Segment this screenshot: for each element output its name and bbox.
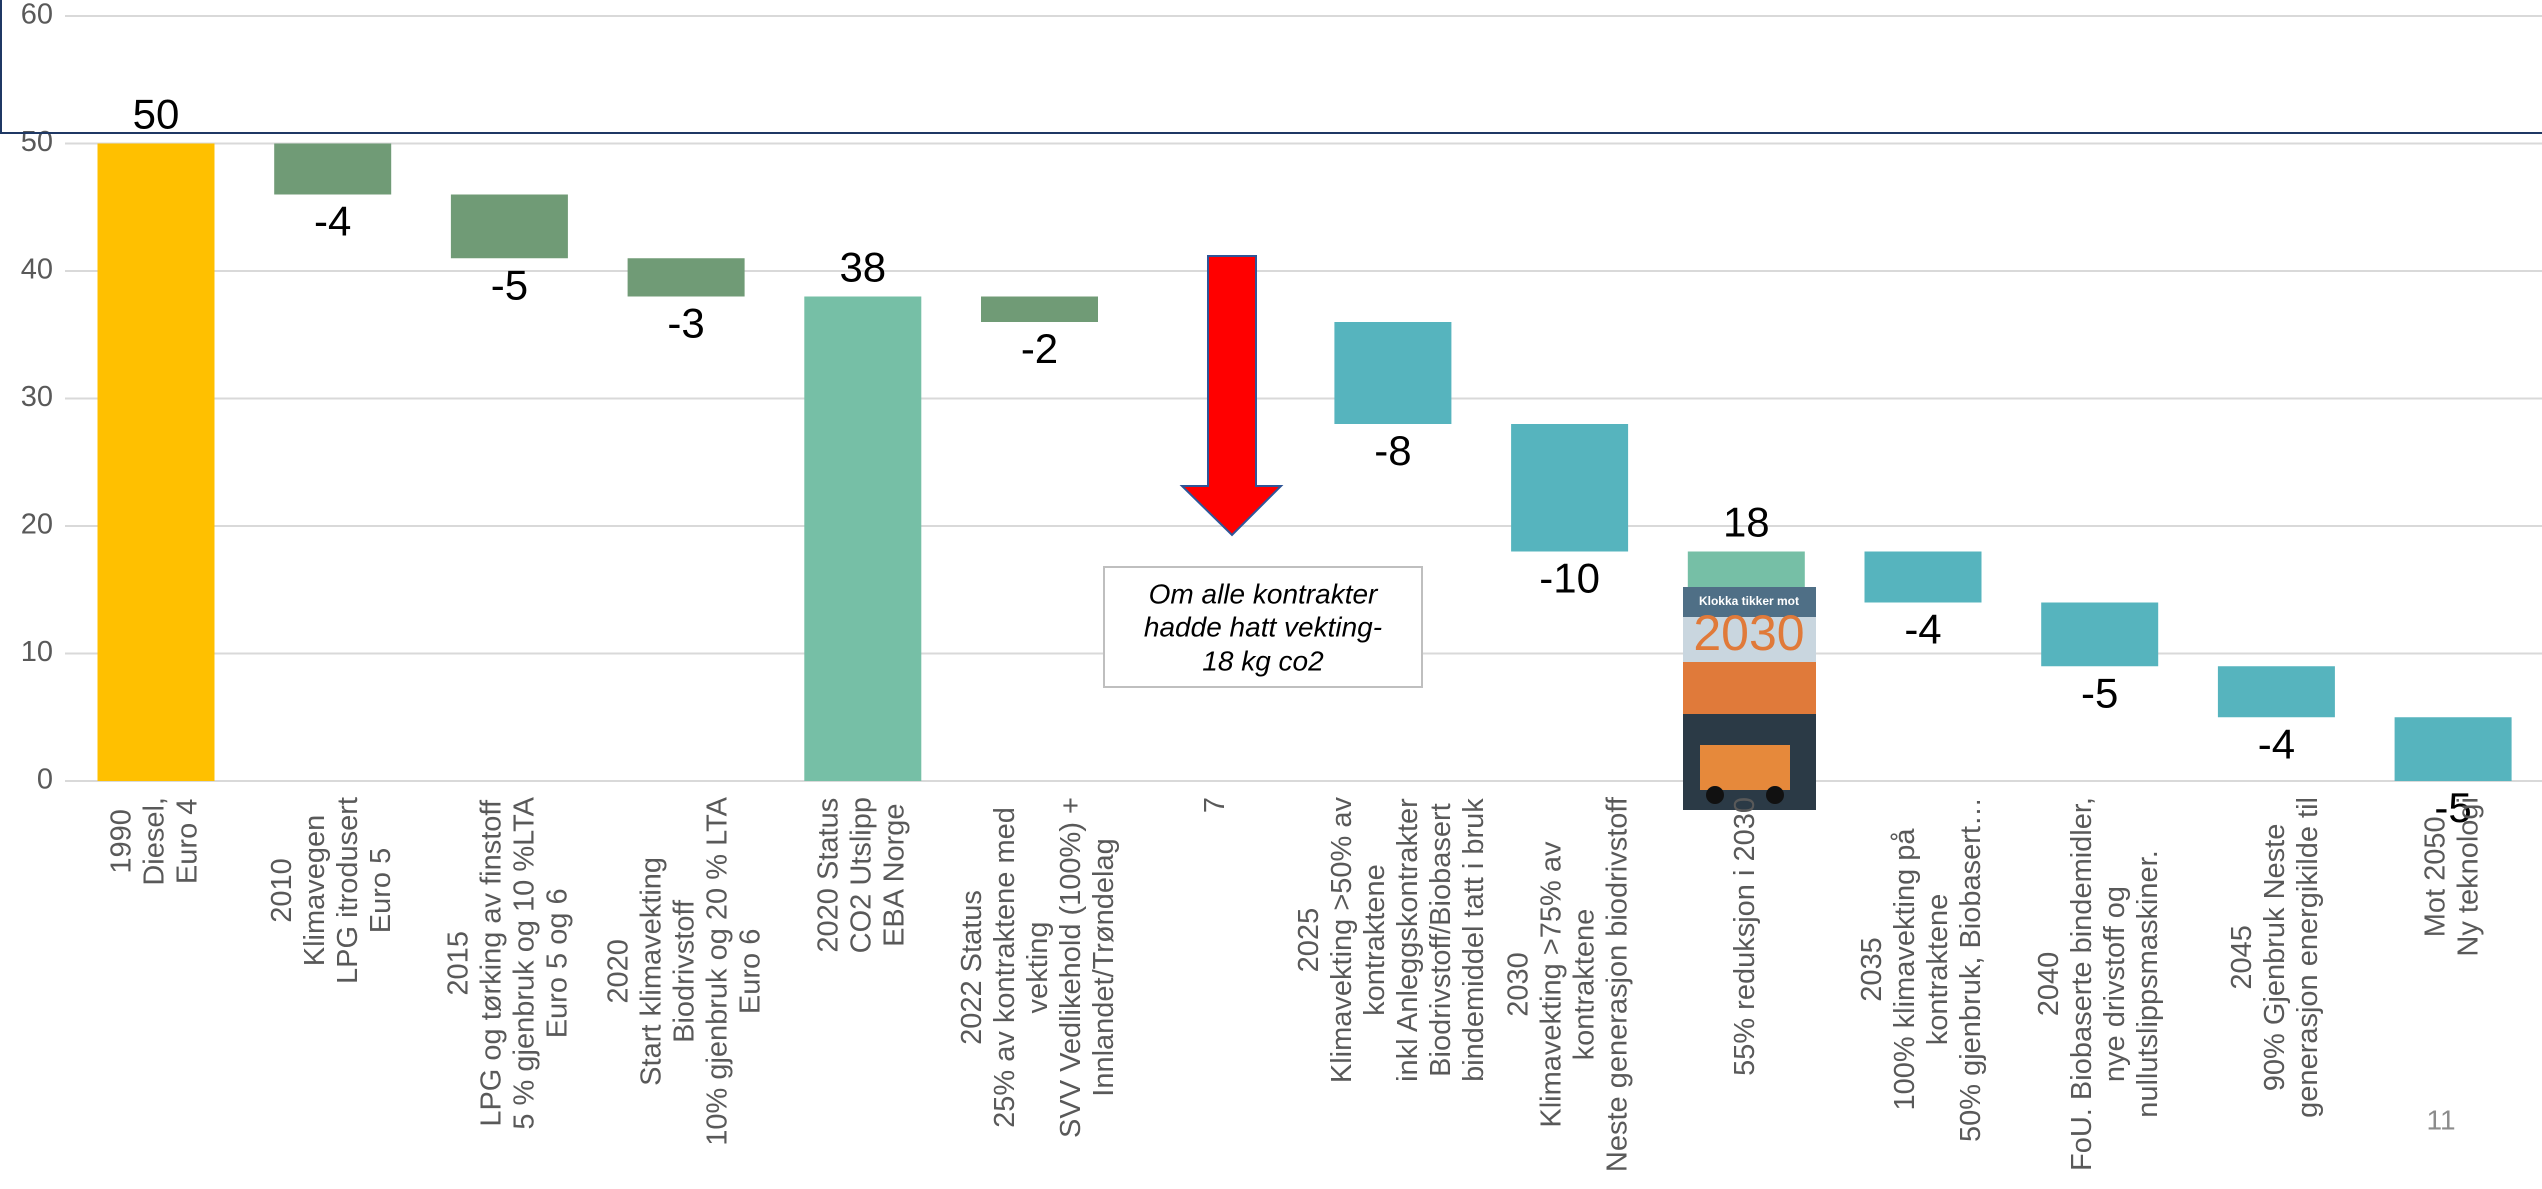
value-label: 38 — [839, 244, 886, 291]
bar — [274, 143, 392, 195]
bar — [2217, 666, 2335, 718]
x-tick-label: 2022 Status — [956, 890, 988, 1045]
x-tick-label: inkl Anleggskontrakter — [1392, 798, 1424, 1082]
bar — [627, 258, 745, 297]
x-tick-label: 2020 Status — [812, 798, 844, 953]
y-tick-label: 50 — [21, 126, 53, 158]
y-tick-label: 60 — [21, 0, 53, 31]
x-tick-label: kontraktene — [1922, 894, 1954, 1046]
x-tick-label: 2040 — [2033, 952, 2065, 1017]
x-tick-label: 5 % gjenbruk og 10 %LTA — [509, 796, 541, 1129]
annotation-box — [1103, 566, 1423, 688]
x-tick-label: 7 — [1199, 797, 1231, 813]
bar — [1511, 424, 1629, 552]
annotation-line: 18 kg co2 — [1202, 645, 1324, 676]
x-tick-label: LPG itrodusert — [332, 797, 364, 984]
annotation-line: hadde hatt vekting- — [1144, 611, 1382, 642]
x-tick-label: Innlandet/Trøndelag — [1088, 838, 1120, 1096]
value-label: -4 — [314, 198, 351, 245]
x-tick-label: Klimavekting >50% av — [1326, 797, 1358, 1084]
red-arrow — [1179, 255, 1284, 537]
bar — [1334, 322, 1452, 424]
x-tick-label: SVV Vedlikehold (100%) + — [1055, 797, 1087, 1138]
x-tick-label: LPG og tørking av finstoff — [476, 799, 508, 1127]
bar — [2394, 717, 2512, 781]
cover-year: 2030 — [1693, 605, 1804, 661]
x-tick-label: FoU. Biobaserte bindemidler, — [2066, 797, 2098, 1171]
x-tick-label: EBA Norge — [878, 803, 910, 946]
y-tick-label: 0 — [37, 764, 53, 796]
x-tick-label: 55% reduksjon i 2030 — [1729, 797, 1761, 1076]
bar — [2041, 602, 2159, 667]
x-tick-label: nye drivstoff og — [2099, 886, 2131, 1082]
x-tick-label: Neste generasjon biodrivstoff — [1602, 796, 1634, 1172]
x-tick-label: 2045 — [2226, 925, 2258, 990]
x-tick-label: Ny teknologi — [2452, 797, 2484, 957]
x-tick-label: 2015 — [443, 931, 475, 996]
x-tick-label: 2010 — [266, 858, 298, 923]
x-tick-label: Biodrivstoff/Biobasert — [1425, 803, 1457, 1077]
x-tick-label: Euro 6 — [735, 929, 767, 1014]
y-tick-label: 20 — [21, 509, 53, 541]
x-tick-label: kontraktene — [1569, 909, 1601, 1061]
x-tick-label: 10% gjenbruk og 20 % LTA — [702, 796, 734, 1145]
value-label: -5 — [2434, 784, 2471, 831]
value-label: -4 — [1904, 606, 1941, 653]
annotation-line: Om alle kontrakter — [1149, 578, 1379, 609]
value-label: -5 — [2081, 669, 2118, 716]
cover-title: Klokka tikker mot — [1699, 594, 1799, 608]
x-tick-label: generasjon energikilde til — [2292, 797, 2324, 1118]
value-label: -8 — [1374, 427, 1411, 474]
x-tick-label: bindemiddel tatt i bruk — [1458, 798, 1490, 1082]
bar — [97, 143, 215, 781]
bar — [450, 194, 568, 259]
x-tick-label: nullutslippsmaskiner. — [2132, 850, 2164, 1118]
x-tick-label: vekting — [1022, 922, 1054, 1014]
x-labels: 1990 Diesel, Euro 4 2010 Klimavegen LPG itrod… — [106, 796, 2485, 1172]
value-label: -3 — [667, 300, 704, 347]
bar — [981, 296, 1098, 322]
y-tick-label: 30 — [21, 381, 53, 413]
value-label: -10 — [1539, 555, 1600, 602]
value-label: -5 — [491, 261, 528, 308]
x-tick-label: Euro 5 og 6 — [542, 888, 574, 1038]
x-tick-label: 2030 — [1503, 952, 1535, 1017]
bar — [804, 296, 922, 781]
y-tick-label: 10 — [21, 636, 53, 668]
x-tick-label: Klimavegen — [299, 815, 331, 967]
x-tick-label: 2035 — [1856, 937, 1888, 1002]
x-tick-label: Mot 2050 — [2419, 816, 2451, 937]
x-tick-label: 25% av kontraktene med — [989, 807, 1021, 1128]
x-tick-label: 2020 — [603, 939, 635, 1004]
x-tick-label: CO2 Utslipp — [845, 797, 877, 953]
x-tick-label: Euro 4 — [172, 799, 204, 884]
x-tick-label: Biodrivstoff — [669, 899, 701, 1043]
x-tick-label: 100% klimavekting på — [1889, 828, 1921, 1111]
y-tick-label: 40 — [21, 254, 53, 286]
x-tick-label: 1990 — [106, 809, 138, 874]
x-tick-label: 50% gjenbruk, Biobasert… — [1955, 797, 1987, 1142]
book-cover: Klokka tikker mot 2030 — [1683, 587, 1816, 810]
value-label: 18 — [1723, 499, 1770, 546]
value-label: -2 — [1021, 325, 1058, 372]
x-tick-label: Start klimavekting — [636, 857, 668, 1086]
x-tick-label: 2025 — [1293, 908, 1325, 973]
bars: 50 -4 -5 -3 38 -2 -8 -10 18 -4 -5 -4 -5 — [97, 91, 2512, 831]
value-label: 50 — [133, 91, 180, 138]
bar — [1864, 551, 1982, 603]
page-number: 11 — [2426, 1104, 2455, 1135]
value-label: -4 — [2258, 720, 2295, 767]
x-tick-label: Diesel, — [139, 797, 171, 886]
x-tick-label: Klimavekting >75% av — [1536, 841, 1568, 1128]
x-tick-label: Euro 5 — [365, 848, 397, 933]
x-tick-label: 90% Gjenbruk Neste — [2259, 824, 2291, 1092]
x-tick-label: kontraktene — [1359, 864, 1391, 1016]
